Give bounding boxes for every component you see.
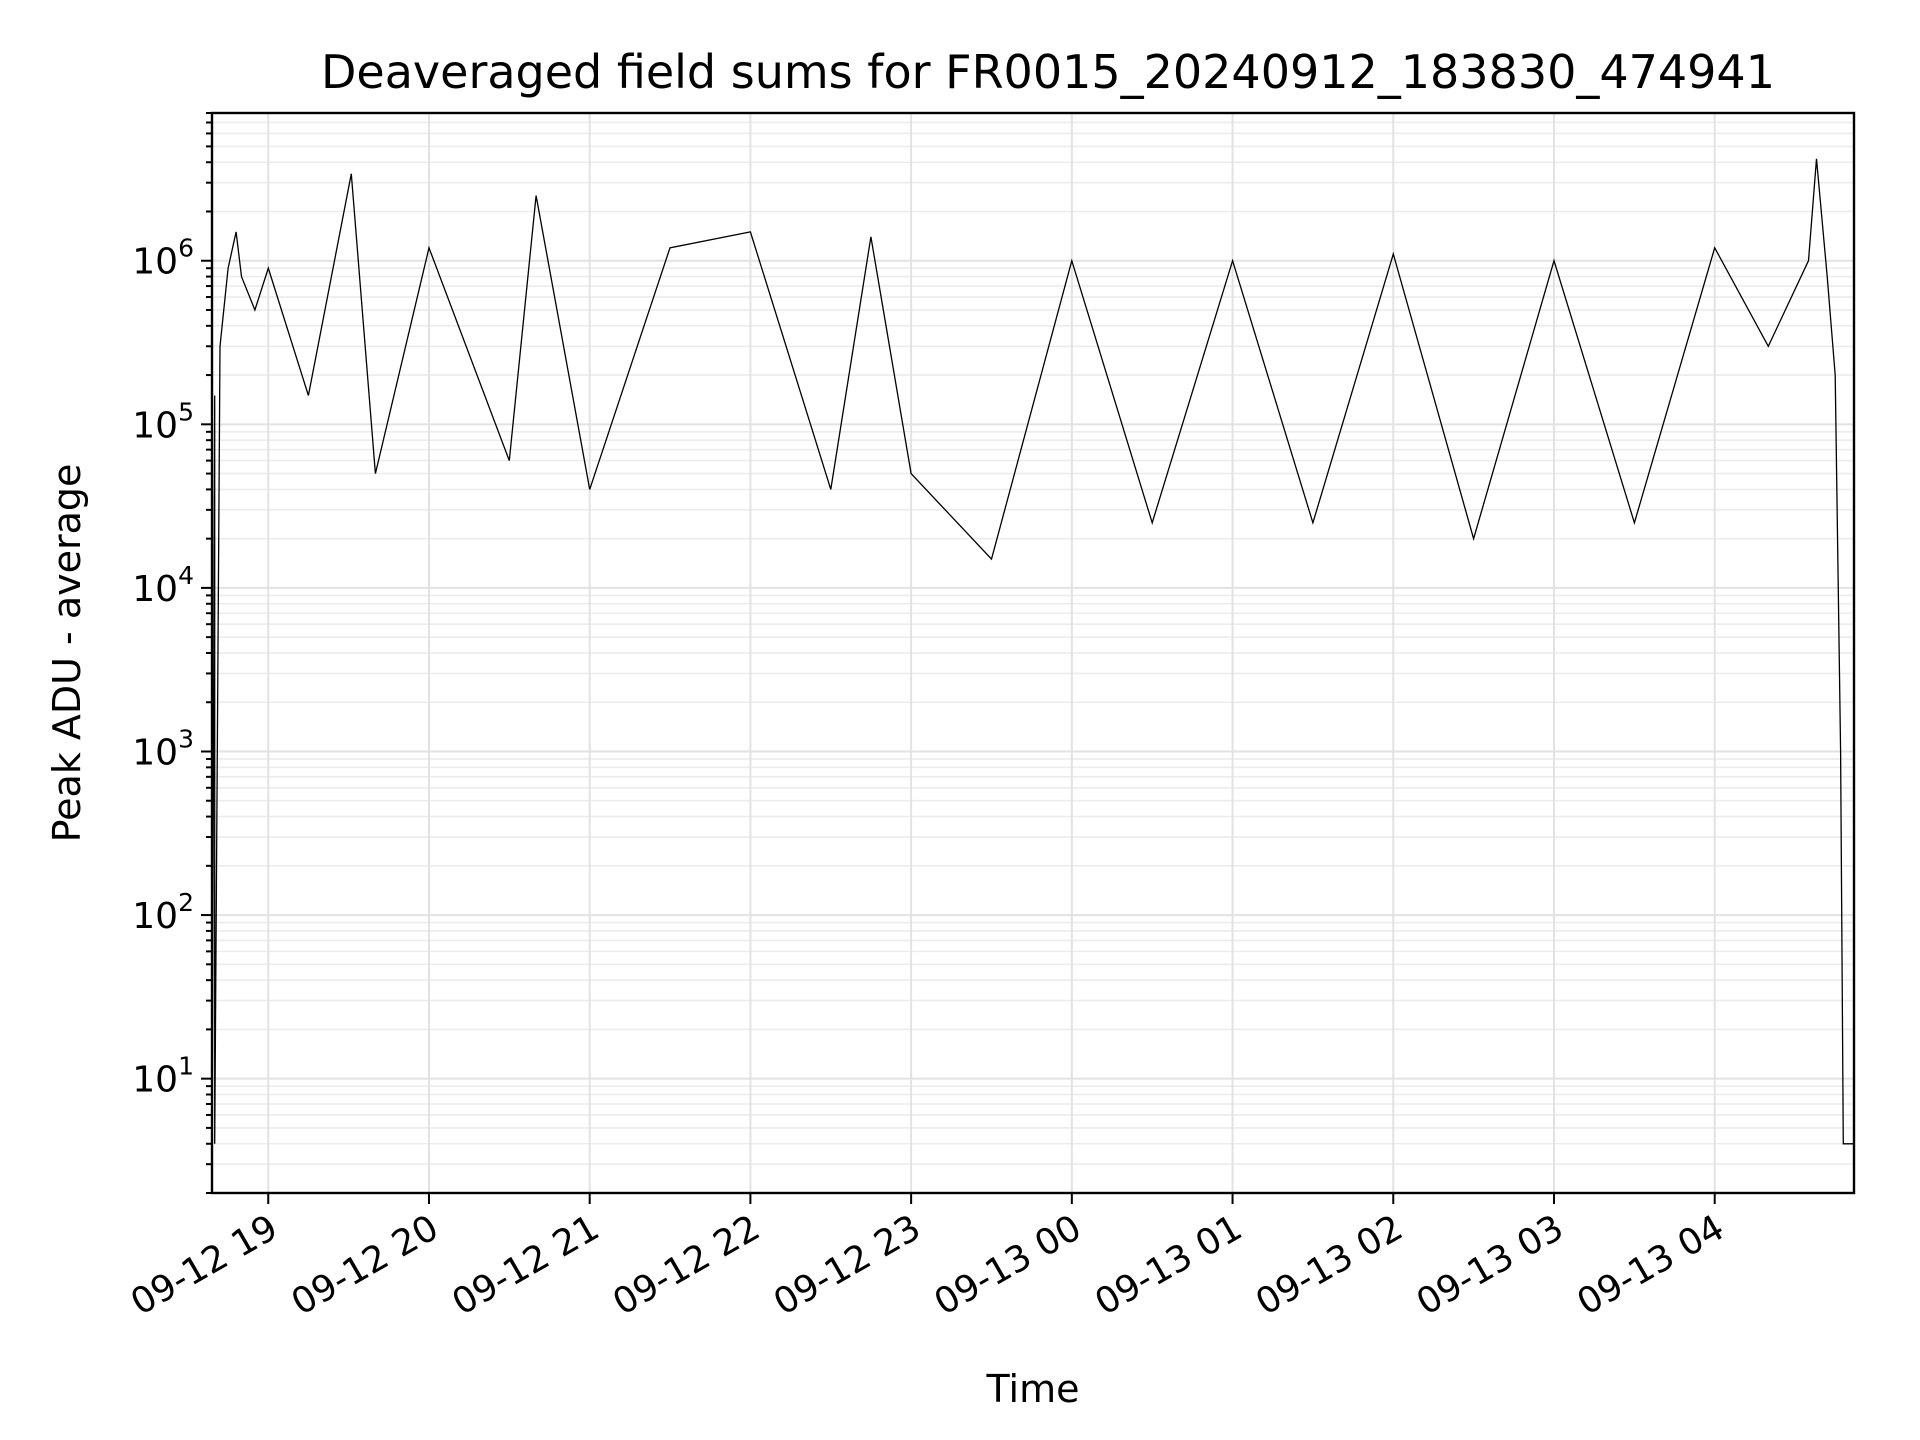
x-tick-label: 09-12 19 <box>124 1207 285 1323</box>
y-tick-label: 103 <box>132 724 194 773</box>
x-tick-label: 09-12 21 <box>446 1207 607 1323</box>
x-axis-label: Time <box>986 1367 1080 1411</box>
x-tick-label: 09-12 23 <box>767 1207 928 1323</box>
x-tick-label: 09-12 22 <box>606 1207 767 1323</box>
y-tick-label: 101 <box>132 1052 194 1101</box>
chart-title: Deaveraged field sums for FR0015_2024091… <box>321 45 1775 99</box>
x-tick-label: 09-13 01 <box>1088 1207 1249 1323</box>
y-axis-label: Peak ADU - average <box>45 464 89 843</box>
series-layer <box>211 158 1854 1194</box>
grid <box>212 112 1854 1194</box>
y-tick-label: 104 <box>132 561 194 610</box>
x-tick-label: 09-13 00 <box>928 1207 1089 1323</box>
y-tick-label: 102 <box>132 888 194 937</box>
y-tick-label: 106 <box>132 234 194 283</box>
series-line <box>211 158 1854 1194</box>
x-tick-label: 09-13 04 <box>1571 1207 1732 1323</box>
x-tick-label: 09-12 20 <box>285 1207 446 1323</box>
x-tick-label: 09-13 02 <box>1249 1207 1410 1323</box>
x-tick-label: 09-13 03 <box>1410 1207 1571 1323</box>
y-tick-label: 105 <box>132 397 194 446</box>
